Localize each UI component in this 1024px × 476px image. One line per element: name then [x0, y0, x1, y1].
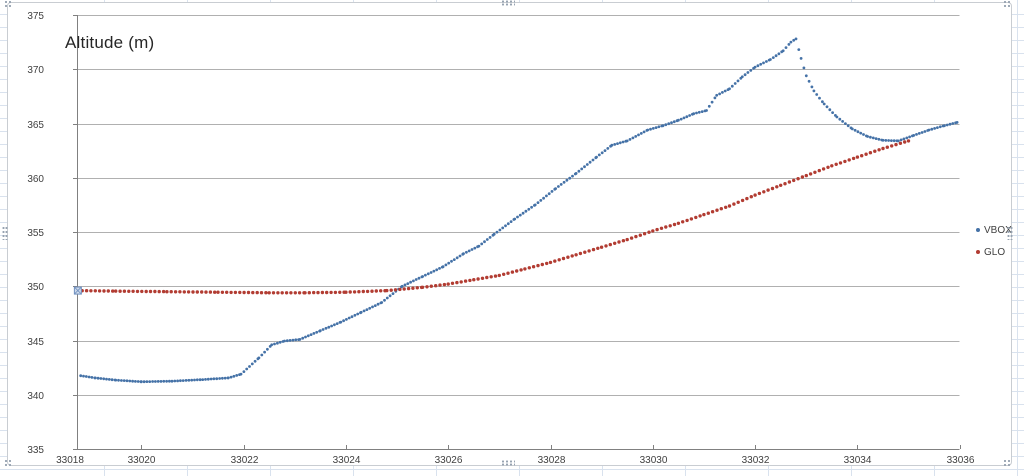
svg-text:355: 355 — [27, 228, 44, 239]
legend-item-vbox[interactable]: VBOX — [976, 219, 1024, 241]
selection-handle-top-right[interactable] — [1003, 0, 1011, 8]
svg-text:33026: 33026 — [435, 455, 463, 465]
svg-text:345: 345 — [27, 337, 44, 348]
legend-label-glo: GLO — [984, 246, 1006, 258]
series-vbox — [79, 37, 959, 384]
legend-item-glo[interactable]: GLO — [976, 241, 1024, 263]
series-glo — [80, 139, 911, 295]
svg-text:33030: 33030 — [640, 455, 668, 465]
svg-text:33032: 33032 — [742, 455, 770, 465]
svg-text:33034: 33034 — [844, 455, 872, 465]
selection-handle-top-center[interactable] — [501, 0, 515, 6]
svg-text:33036: 33036 — [947, 455, 975, 465]
svg-text:33024: 33024 — [333, 455, 361, 465]
svg-text:340: 340 — [27, 391, 44, 402]
legend[interactable]: VBOX GLO — [976, 219, 1024, 263]
selection-handle-top-left[interactable] — [4, 0, 12, 8]
selection-handle-bottom-left[interactable] — [4, 459, 12, 467]
svg-text:33018: 33018 — [56, 455, 84, 465]
selection-handle-right-center[interactable] — [1007, 226, 1013, 240]
selection-handle-left-center[interactable] — [2, 226, 8, 240]
svg-text:33020: 33020 — [128, 455, 156, 465]
vbox-series-marker-icon — [976, 228, 980, 232]
selection-handle-bottom-right[interactable] — [1003, 459, 1011, 467]
svg-text:33028: 33028 — [538, 455, 566, 465]
selection-handle-bottom-center[interactable] — [501, 460, 515, 466]
legend-label-vbox: VBOX — [984, 224, 1012, 236]
chart-title: Altitude (m) — [65, 33, 155, 52]
svg-text:360: 360 — [27, 174, 44, 185]
plot-svg: 335 340 345 350 355 360 365 370 375 33018 33020 330… — [27, 11, 975, 465]
glo-series-marker-icon — [976, 250, 980, 254]
svg-text:370: 370 — [27, 65, 44, 76]
svg-text:335: 335 — [27, 445, 44, 456]
svg-text:365: 365 — [27, 120, 44, 131]
svg-text:375: 375 — [27, 11, 44, 22]
chart-area[interactable]: 335 340 345 350 355 360 365 370 375 33018 33020 330… — [7, 2, 1012, 466]
svg-text:350: 350 — [27, 282, 44, 293]
svg-text:33022: 33022 — [231, 455, 259, 465]
